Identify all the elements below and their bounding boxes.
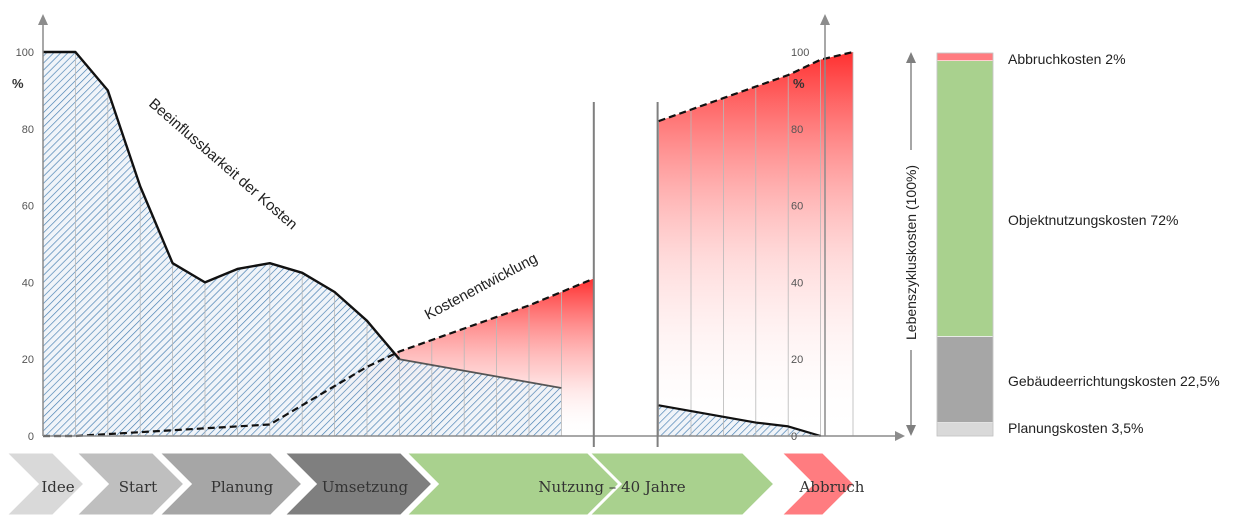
lifecycle-segment (936, 60, 994, 337)
y-tick-label-right: 0 (791, 431, 797, 443)
chart-axes: 0 0 20 20 40 40 60 60 80 80 100 100 (16, 14, 905, 447)
phase-chevron-divider (586, 450, 623, 516)
y-tick-label-right: 60 (791, 201, 803, 213)
y-tick-label-left: 40 (22, 277, 34, 289)
y-axis-right-arrow (820, 14, 830, 25)
phase-label: Idee (41, 478, 74, 496)
phase-chevron (401, 450, 778, 516)
phase-chevron (1, 450, 88, 516)
y-tick-label-left: 80 (22, 124, 34, 136)
lifecycle-segment-label: Planungskosten 3,5% (1008, 420, 1143, 436)
lifecycle-arrow-up (906, 52, 916, 63)
phase-label: Abbruch (799, 478, 865, 496)
lifecycle-segment-label: Objektnutzungskosten 72% (1008, 212, 1178, 228)
cost-line (43, 277, 595, 438)
lifecycle-segment (936, 52, 994, 61)
y-tick-label-left: 20 (22, 354, 34, 366)
phase-label: Planung (211, 478, 274, 496)
influence-line (43, 50, 401, 360)
phase-label: Umsetzung (322, 478, 409, 496)
lifecycle-bar-outline (936, 52, 994, 437)
lifecycle-segment (936, 422, 994, 437)
y-tick-label-left: 0 (28, 431, 34, 443)
influence-line (658, 404, 821, 438)
lifecycle-segment-label: Abbruchkosten 2% (1008, 51, 1126, 67)
phase-chevron (776, 450, 858, 516)
y-tick-label-left: 60 (22, 201, 34, 213)
phase-chevron (71, 450, 188, 516)
y-tick-label-right: 20 (791, 354, 803, 366)
influence-line-tail (399, 358, 562, 389)
y-tick-label-right: 100 (791, 47, 809, 59)
y-axis-left-arrow (38, 14, 48, 25)
y-axis-unit-right: % (793, 76, 805, 91)
lifecycle-axis-label: Lebenszykluskosten (100%) (903, 165, 919, 340)
lifecycle-segment (936, 336, 994, 423)
lifecycle-stack: Planungskosten 3,5% Gebäudeerrichtungskos… (903, 51, 1220, 437)
y-tick-label-right: 80 (791, 124, 803, 136)
annotation-influence: Beeinflussbarkeit der Kosten (145, 95, 300, 233)
cost-line (658, 50, 854, 123)
phase-chevrons: Idee Start Planung Umsetzung Nutzung – 40 Ja… (1, 450, 865, 516)
y-tick-label-left: 100 (16, 47, 34, 59)
phase-chevron (279, 450, 436, 516)
phase-label: Nutzung – 40 Jahre (538, 478, 685, 496)
phase-chevron (154, 450, 306, 516)
y-tick-label-right: 40 (791, 277, 803, 289)
y-axis-unit-left: % (12, 76, 24, 91)
lifecycle-segment-label: Gebäudeerrichtungskosten 22,5% (1008, 373, 1220, 389)
lifecycle-arrow-down (906, 425, 916, 436)
chart-series-lines (43, 50, 854, 438)
phase-label: Start (119, 478, 157, 496)
x-axis-arrow (895, 431, 905, 441)
